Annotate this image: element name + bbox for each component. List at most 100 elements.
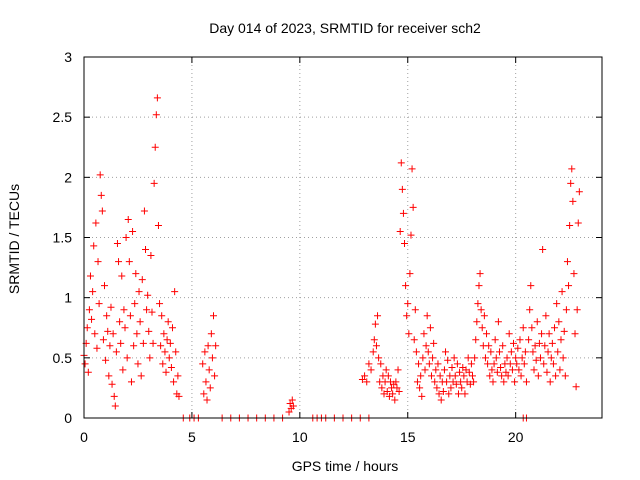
data-point (201, 348, 209, 356)
data-point (389, 390, 397, 398)
data-point (409, 203, 417, 211)
data-point (447, 384, 455, 392)
data-point (488, 366, 496, 374)
x-tick-label: 10 (292, 429, 308, 445)
data-point (444, 356, 452, 364)
data-point (490, 360, 498, 368)
data-point (432, 366, 440, 374)
data-point (157, 342, 165, 350)
data-point (212, 342, 220, 350)
data-point (119, 366, 127, 374)
data-point (436, 372, 444, 380)
data-point (135, 288, 143, 296)
data-point (153, 94, 161, 102)
data-point (109, 330, 117, 338)
data-point (458, 384, 466, 392)
data-point (497, 363, 505, 371)
data-point (566, 221, 574, 229)
data-point (408, 165, 416, 173)
data-points (80, 94, 583, 422)
data-point (469, 372, 476, 380)
data-point (502, 368, 510, 376)
data-point (146, 354, 154, 362)
data-point (513, 360, 521, 368)
data-point (163, 336, 171, 344)
data-point (102, 356, 110, 364)
data-point (371, 320, 379, 328)
data-point (456, 368, 464, 376)
data-point (429, 354, 437, 362)
data-point (156, 300, 164, 308)
data-point (121, 324, 129, 332)
data-point (416, 384, 424, 392)
data-point (123, 354, 131, 362)
data-point (384, 372, 392, 380)
data-point (145, 327, 153, 335)
data-point (112, 348, 120, 356)
data-point (499, 342, 507, 350)
data-point (575, 188, 583, 196)
data-point (529, 348, 537, 356)
data-point (401, 240, 409, 248)
data-point (539, 246, 547, 254)
data-point (477, 306, 485, 314)
data-point (543, 368, 551, 376)
data-point (504, 372, 512, 380)
data-point (204, 342, 212, 350)
x-axis-label: GPS time / hours (292, 458, 399, 474)
y-tick-label: 2.5 (53, 109, 73, 125)
data-point (90, 242, 98, 250)
data-point (95, 300, 103, 308)
data-point (210, 312, 217, 320)
data-point (120, 306, 128, 314)
data-point (558, 288, 566, 296)
data-point (570, 270, 578, 278)
data-point (372, 342, 380, 350)
data-point (427, 372, 435, 380)
data-point (448, 363, 456, 371)
data-point (289, 402, 297, 410)
data-point (528, 324, 536, 332)
data-point (211, 372, 219, 380)
data-point (487, 348, 495, 356)
data-point (130, 342, 138, 350)
data-point (474, 300, 482, 308)
chart-title: Day 014 of 2023, SRMTID for receiver sch… (209, 20, 481, 36)
data-point (142, 246, 150, 254)
data-point (486, 372, 494, 380)
data-point (460, 372, 468, 380)
data-point (174, 372, 182, 380)
data-point (138, 276, 146, 284)
data-point (403, 312, 411, 320)
y-tick-label: 1.5 (53, 230, 73, 246)
data-point (552, 372, 560, 380)
data-point (525, 336, 533, 344)
data-point (160, 330, 168, 338)
data-point (98, 207, 106, 215)
data-point (560, 327, 568, 335)
data-point (167, 363, 175, 371)
data-point (571, 330, 579, 338)
data-point (202, 378, 210, 386)
y-tick-label: 0 (64, 410, 72, 426)
data-point (175, 392, 183, 400)
data-point (549, 360, 557, 368)
data-point (424, 348, 432, 356)
data-point (395, 388, 403, 396)
data-point (540, 360, 548, 368)
x-tick-label: 20 (508, 429, 524, 445)
data-point (472, 336, 480, 344)
data-point (172, 348, 180, 356)
data-point (547, 354, 555, 362)
data-point (285, 408, 293, 416)
data-point (506, 360, 514, 368)
data-point (470, 378, 478, 386)
data-point (526, 306, 534, 314)
data-point (117, 339, 125, 347)
data-point (535, 339, 543, 347)
data-point (433, 384, 441, 392)
data-point (399, 209, 407, 217)
data-point (522, 378, 530, 386)
data-point (81, 360, 89, 368)
data-point (545, 330, 553, 338)
